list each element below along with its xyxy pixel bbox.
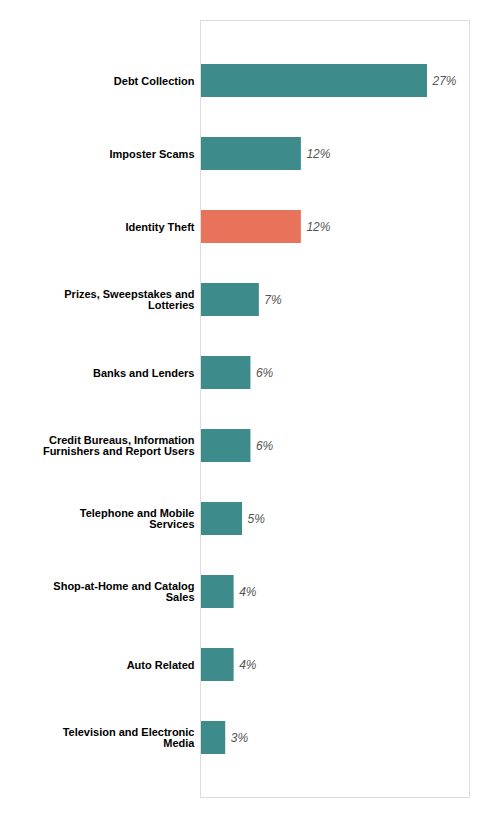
- svg-text:27%: 27%: [431, 74, 456, 88]
- svg-text:4%: 4%: [239, 658, 257, 672]
- svg-text:Banks and Lenders: Banks and Lenders: [93, 367, 194, 379]
- svg-text:Prizes, Sweepstakes andLotteri: Prizes, Sweepstakes andLotteries: [64, 288, 194, 311]
- svg-text:12%: 12%: [306, 147, 330, 161]
- svg-text:4%: 4%: [239, 585, 257, 599]
- svg-text:7%: 7%: [264, 293, 282, 307]
- svg-text:Imposter Scams: Imposter Scams: [110, 148, 195, 160]
- svg-text:6%: 6%: [256, 366, 274, 380]
- svg-text:Debt Collection: Debt Collection: [114, 75, 195, 87]
- svg-text:5%: 5%: [248, 512, 266, 526]
- svg-text:Shop-at-Home and CatalogSales: Shop-at-Home and CatalogSales: [53, 580, 194, 603]
- svg-text:Identity Theft: Identity Theft: [125, 221, 194, 233]
- svg-text:Auto Related: Auto Related: [127, 659, 195, 671]
- svg-text:12%: 12%: [306, 220, 330, 234]
- svg-text:6%: 6%: [256, 439, 274, 453]
- svg-text:3%: 3%: [231, 731, 249, 745]
- svg-text:Telephone and MobileServices: Telephone and MobileServices: [80, 507, 195, 530]
- svg-text:Television and ElectronicMedia: Television and ElectronicMedia: [63, 726, 196, 749]
- svg-text:Credit Bureaus, InformationFur: Credit Bureaus, InformationFurnishers an…: [43, 434, 195, 457]
